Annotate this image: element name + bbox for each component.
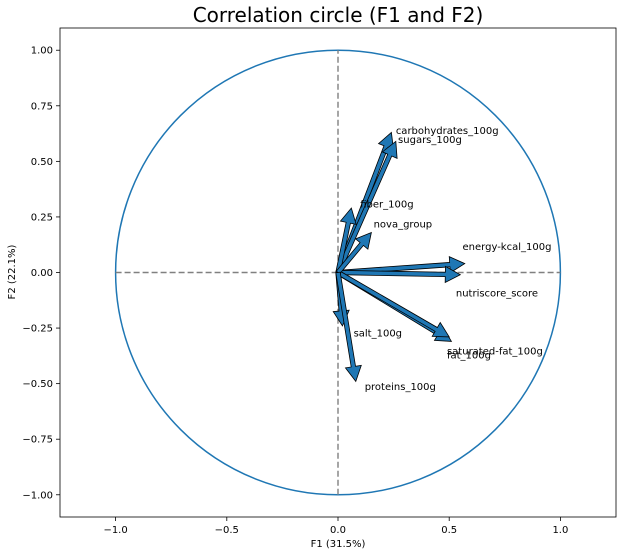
- vector-label: carbohydrates_100g: [396, 126, 499, 137]
- y-tick-label: −1.00: [22, 490, 53, 501]
- x-tick-label: 1.0: [552, 525, 568, 536]
- arrow-energy-kcal_100g: [337, 256, 466, 276]
- y-tick-label: 0.50: [31, 157, 53, 168]
- y-tick-label: 0.00: [31, 268, 53, 279]
- y-tick-label: −0.25: [22, 324, 53, 335]
- vector-label: energy-kcal_100g: [463, 242, 552, 253]
- vector-label: salt_100g: [354, 329, 402, 340]
- axis-ticks: −1.0 −0.5 0.0 0.5 1.0 1.00 0.75 0.50 0.25 0.00 −0.…: [22, 46, 568, 536]
- y-tick-label: 0.75: [31, 101, 53, 112]
- arrow-nutriscore_score: [337, 265, 462, 284]
- arrow-fiber_100g: [335, 207, 357, 274]
- x-tick-label: 0.5: [441, 525, 457, 536]
- vector-label: nova_group: [374, 220, 433, 231]
- vector-label: proteins_100g: [365, 382, 436, 393]
- arrow-nova_group: [335, 231, 372, 275]
- y-tick-label: 1.00: [31, 46, 53, 57]
- x-tick-label: 0.0: [330, 525, 346, 536]
- y-tick-label: −0.50: [22, 379, 53, 390]
- chart-title: Correlation circle (F1 and F2): [193, 3, 484, 27]
- x-tick-label: −0.5: [215, 525, 239, 536]
- x-tick-label: −1.0: [103, 525, 127, 536]
- vector-label: fat_100g: [447, 351, 491, 362]
- arrow-fat_100g: [336, 270, 450, 338]
- y-tick-label: −0.75: [22, 435, 53, 446]
- x-axis-label: F1 (31.5%): [311, 539, 366, 550]
- arrow-proteins_100g: [335, 271, 362, 383]
- plot-area: energy-kcal_100g nutriscore_score saturate…: [59, 27, 617, 518]
- vector-label: saturated-fat_100g: [447, 346, 543, 357]
- vector-label: sugars_100g: [398, 135, 462, 146]
- vector-label: fiber_100g: [360, 200, 413, 211]
- vector-label: nutriscore_score: [456, 289, 538, 300]
- y-tick-label: 0.25: [31, 212, 53, 223]
- y-axis-label: F2 (22.1%): [7, 244, 18, 299]
